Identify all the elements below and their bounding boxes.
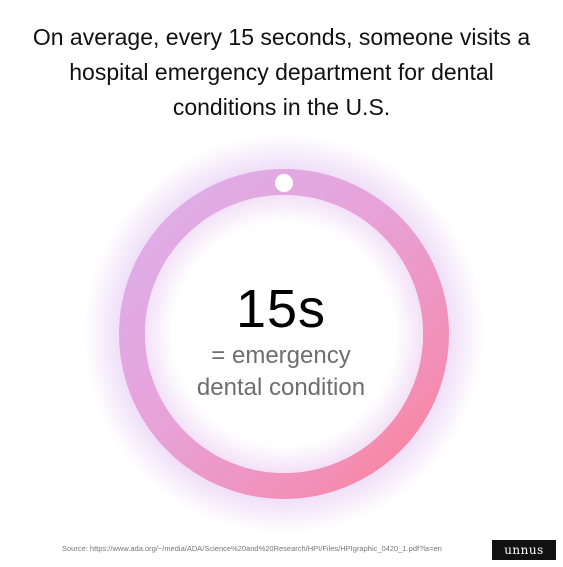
source-citation: Source: https://www.ada.org/~/media/ADA/…: [62, 544, 442, 553]
stat-value: 15s: [235, 279, 327, 339]
stat-caption-line-2: dental condition: [196, 374, 366, 401]
ring-inner-face: [145, 195, 423, 473]
headline: On average, every 15 seconds, someone vi…: [32, 24, 531, 120]
brand-logo: unnus: [492, 540, 556, 560]
stat-block: 15s = emergency dental condition: [131, 278, 431, 404]
stat-caption-line-1: = emergency: [211, 342, 351, 369]
ring-marker: [275, 174, 293, 192]
